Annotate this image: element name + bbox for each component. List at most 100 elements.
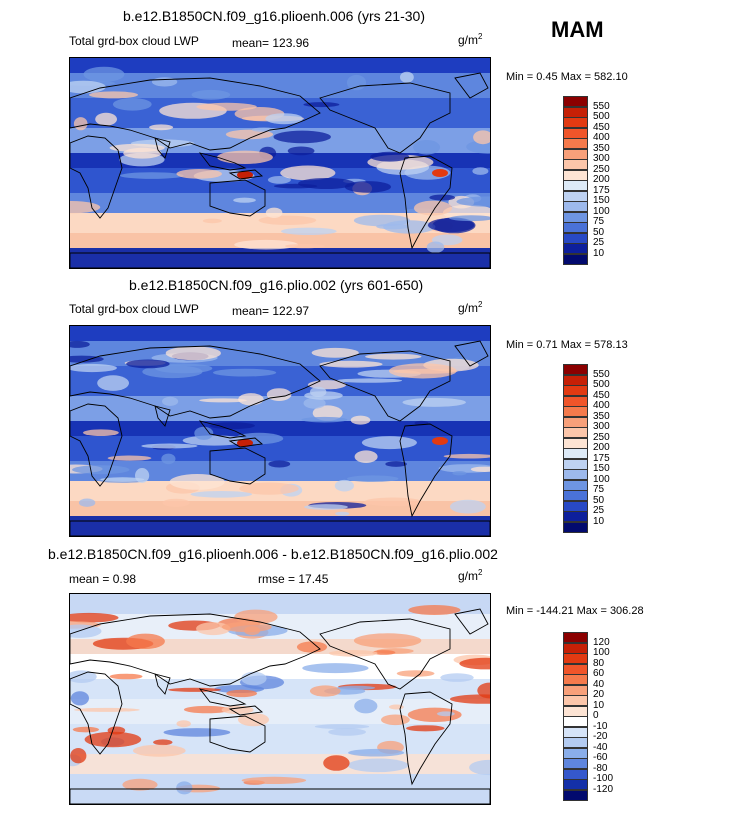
continent-outline xyxy=(228,169,264,180)
panel-1-colorbar: 550 500 450 400 350 300 250 200 175 150 100 75 50 25 1… xyxy=(563,96,623,265)
continent-outline xyxy=(228,705,264,716)
continent-outline xyxy=(399,423,453,518)
panel-2-units: g/m2 xyxy=(458,300,483,315)
colorbar-swatch xyxy=(563,96,588,107)
panel-3-colorbar: 120 100 80 60 40 20 10 0 -10 -20 -40 -60 -80 -100 -120 xyxy=(563,632,623,801)
colorbar-label: 20 xyxy=(593,689,605,700)
colorbar-swatch xyxy=(563,653,588,664)
colorbar-swatch xyxy=(563,479,588,491)
colorbar-swatch xyxy=(563,511,588,522)
colorbar-swatch xyxy=(563,779,588,790)
colorbar-swatch xyxy=(563,385,588,396)
colorbar-swatch xyxy=(563,374,588,386)
colorbar-label: 25 xyxy=(593,237,605,248)
colorbar-label: 150 xyxy=(593,195,610,206)
colorbar-swatch xyxy=(563,758,588,769)
colorbar-label: 50 xyxy=(593,494,605,506)
continent-outline xyxy=(70,252,490,268)
colorbar-swatch xyxy=(563,364,588,375)
colorbar-swatch xyxy=(563,674,588,685)
panel-3-title: b.e12.B1850CN.f09_g16.plioenh.006 - b.e1… xyxy=(48,546,498,562)
season-label: MAM xyxy=(551,17,604,42)
colorbar-swatch xyxy=(563,684,588,696)
colorbar-swatch xyxy=(563,180,588,191)
colorbar-label: 400 xyxy=(593,400,610,411)
colorbar-label: 350 xyxy=(593,410,610,422)
continent-outline xyxy=(454,608,489,635)
colorbar-label: -80 xyxy=(593,762,608,774)
panel-1-map xyxy=(69,57,491,269)
continent-outline xyxy=(454,340,489,367)
colorbar-label: 100 xyxy=(593,647,610,658)
colorbar-swatch xyxy=(563,232,588,244)
panel-3-min-max: Min = -144.21 Max = 306.28 xyxy=(506,605,644,617)
continent-outline xyxy=(319,618,451,690)
colorbar-swatch xyxy=(563,747,588,759)
continent-outline xyxy=(319,350,451,422)
colorbar-label: 60 xyxy=(593,668,605,679)
colorbar-swatch xyxy=(563,117,588,128)
colorbar-label: 10 xyxy=(593,699,605,711)
colorbar-label: 80 xyxy=(593,657,605,669)
colorbar-swatch xyxy=(563,768,588,780)
continent-outline xyxy=(198,688,247,707)
colorbar-label: -120 xyxy=(593,783,614,795)
colorbar-label: 450 xyxy=(593,389,610,401)
colorbar-label: 120 xyxy=(593,636,610,648)
panel-1-units: g/m2 xyxy=(458,32,483,47)
panel-2-title: b.e12.B1850CN.f09_g16.plio.002 (yrs 601-… xyxy=(129,277,424,293)
colorbar-swatch xyxy=(563,458,588,470)
colorbar-swatch xyxy=(563,406,588,417)
colorbar-label: 100 xyxy=(593,473,610,485)
colorbar-label: 300 xyxy=(593,153,610,164)
colorbar-label: 550 xyxy=(593,100,610,112)
panel-3-map xyxy=(69,593,491,805)
colorbar-label: 25 xyxy=(593,505,605,516)
colorbar-swatch xyxy=(563,469,588,480)
colorbar-swatch xyxy=(563,521,588,533)
colorbar-swatch xyxy=(563,169,588,181)
colorbar-swatch xyxy=(563,416,588,428)
colorbar-swatch xyxy=(563,448,588,459)
colorbar-label: 200 xyxy=(593,174,610,185)
colorbar-label: 350 xyxy=(593,142,610,154)
colorbar-label: -40 xyxy=(593,741,608,753)
continent-outline xyxy=(198,420,247,439)
colorbar-label: 300 xyxy=(593,421,610,432)
colorbar-label: -60 xyxy=(593,752,608,763)
panel-3-mean: mean = 0.98 xyxy=(69,572,137,586)
panel-3-map-svg xyxy=(70,594,490,804)
colorbar-label: 450 xyxy=(593,121,610,133)
continent-outline xyxy=(399,691,453,786)
colorbar-swatch xyxy=(563,663,588,675)
continent-outline xyxy=(209,179,266,217)
colorbar-label: 175 xyxy=(593,184,610,196)
panel-2-min-max: Min = 0.71 Max = 578.13 xyxy=(506,339,628,351)
continent-outline xyxy=(70,135,123,219)
colorbar-label: 10 xyxy=(593,515,605,527)
colorbar-label: 100 xyxy=(593,205,610,217)
colorbar-swatch xyxy=(563,106,588,118)
colorbar-swatch xyxy=(563,726,588,738)
continent-outline xyxy=(154,137,171,159)
colorbar-label: 250 xyxy=(593,163,610,175)
continent-outline xyxy=(454,72,489,99)
colorbar-label: 550 xyxy=(593,368,610,380)
continent-outline xyxy=(70,788,490,804)
colorbar-label: 500 xyxy=(593,379,610,390)
colorbar-label: 40 xyxy=(593,678,605,690)
panel-2-map xyxy=(69,325,491,537)
colorbar-label: 200 xyxy=(593,442,610,453)
continent-outline xyxy=(228,437,264,448)
colorbar-swatch xyxy=(563,201,588,212)
colorbar-label: 10 xyxy=(593,247,605,259)
colorbar-label: 400 xyxy=(593,132,610,143)
panel-2-map-svg xyxy=(70,326,490,536)
colorbar-swatch xyxy=(563,695,588,706)
colorbar-swatch xyxy=(563,127,588,139)
colorbar-swatch xyxy=(563,737,588,748)
colorbar-label: -10 xyxy=(593,720,608,732)
colorbar-swatch xyxy=(563,253,588,265)
continent-outline xyxy=(209,447,266,485)
colorbar-label: 150 xyxy=(593,463,610,474)
